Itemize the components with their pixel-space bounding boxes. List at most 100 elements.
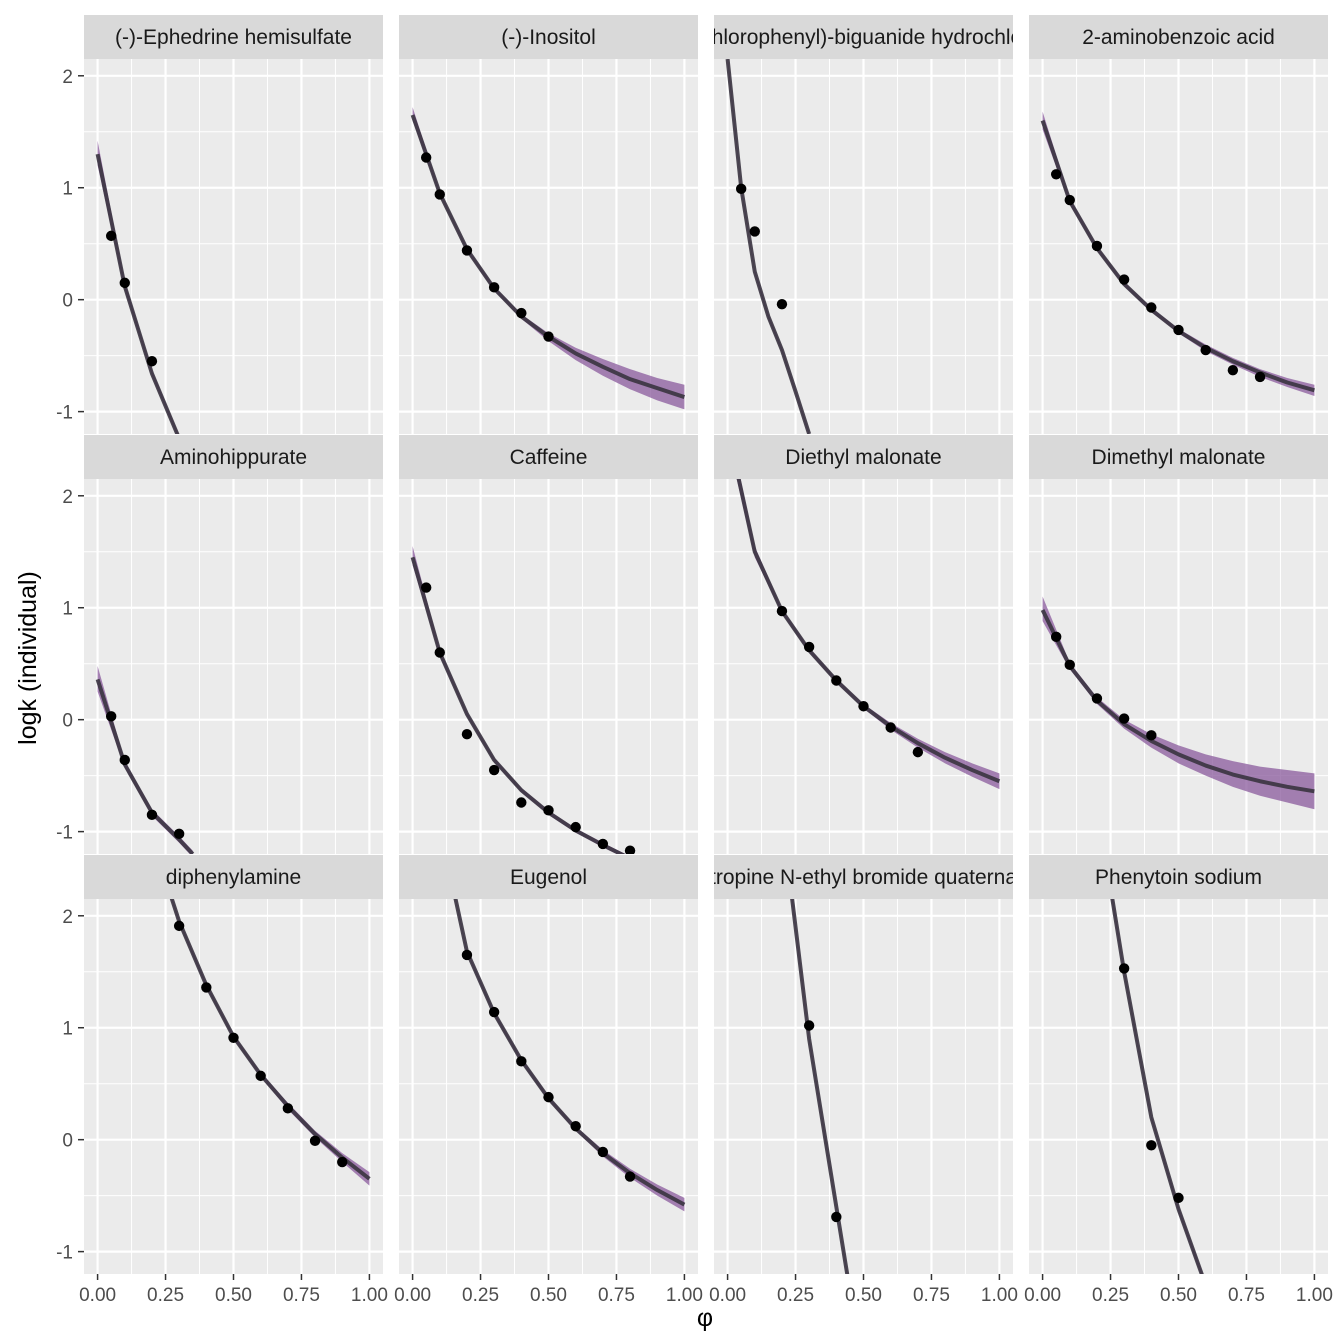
data-point xyxy=(337,1156,348,1168)
facet-strip xyxy=(714,855,1013,899)
data-point xyxy=(1254,371,1266,383)
gridlines xyxy=(1029,59,1328,434)
panel-data xyxy=(1040,111,1315,396)
data-point xyxy=(516,797,527,808)
gridlines xyxy=(84,59,383,434)
data-point xyxy=(105,230,117,242)
facet-strip xyxy=(714,15,1013,59)
data-point xyxy=(831,675,842,686)
x-tick-label: 0.00 xyxy=(79,1285,116,1306)
data-point xyxy=(173,920,185,932)
data-point xyxy=(516,1056,527,1067)
panel-data xyxy=(1110,899,1204,1274)
facet-panel: Homatropine N-ethyl bromide quaternary s… xyxy=(654,855,1073,1274)
facet-panel: diphenylamine xyxy=(84,855,383,1274)
facet-panel: Aminohippurate xyxy=(84,435,383,854)
facet-title: Eugenol xyxy=(510,866,587,889)
facet-strip xyxy=(1029,15,1328,59)
data-point xyxy=(776,298,788,310)
y-tick-label: -1 xyxy=(56,1243,73,1264)
data-point xyxy=(173,828,185,840)
facet-panel: (m-chlorophenyl)-biguanide hydrochloride xyxy=(670,15,1058,434)
data-point xyxy=(1050,631,1062,643)
facet-strip xyxy=(399,15,698,59)
facet-strip xyxy=(714,435,1013,479)
facet-title: 2-aminobenzoic acid xyxy=(1082,26,1275,49)
data-point xyxy=(803,1020,815,1031)
x-tick-label: 0.75 xyxy=(913,1285,950,1306)
facet-title: (-)-Ephedrine hemisulfate xyxy=(115,26,352,49)
data-point xyxy=(461,949,473,961)
data-point xyxy=(1118,963,1130,974)
data-point xyxy=(461,245,473,256)
data-point xyxy=(1118,713,1130,724)
data-point xyxy=(885,722,896,733)
data-point xyxy=(1118,274,1130,285)
facet-title: (m-chlorophenyl)-biguanide hydrochloride xyxy=(670,26,1058,49)
fit-line xyxy=(1040,609,1315,794)
panel-data xyxy=(95,665,195,854)
data-point xyxy=(119,754,130,766)
panel-data xyxy=(736,479,1001,790)
facet-strip xyxy=(399,435,698,479)
facet-strip xyxy=(84,855,383,899)
x-tick-label: 0.00 xyxy=(1024,1285,1061,1306)
data-point xyxy=(1200,344,1211,356)
facet-panel: 2-aminobenzoic acid xyxy=(1029,15,1328,434)
y-tick-label: 1 xyxy=(62,599,73,620)
facet-panel: Eugenol xyxy=(399,855,698,1274)
data-point xyxy=(1146,302,1157,313)
x-tick-label: 0.75 xyxy=(283,1285,320,1306)
panel-data xyxy=(410,546,636,854)
panel-data xyxy=(453,899,686,1212)
axes: -1 0 1 2 -1 0 1 2 -1 0 1 2 0.00 0.25 0.50 0.75 1.00 0.00 0… xyxy=(56,67,1333,1306)
data-point xyxy=(1064,194,1075,206)
fit-line xyxy=(1110,899,1204,1274)
x-tick-label: 0.25 xyxy=(777,1285,814,1306)
facet-title: Homatropine N-ethyl bromide quaternary s… xyxy=(654,866,1073,889)
y-tick-label: -1 xyxy=(56,823,73,844)
panel-data xyxy=(1040,596,1315,810)
data-point xyxy=(146,356,158,367)
gridlines xyxy=(399,479,698,854)
data-point xyxy=(858,701,869,712)
x-tick-label: 1.00 xyxy=(666,1285,703,1306)
facet-title: Caffeine xyxy=(510,446,588,469)
data-point xyxy=(597,1146,609,1158)
data-point xyxy=(119,277,130,289)
data-point xyxy=(1091,240,1103,252)
data-point xyxy=(1173,1192,1184,1204)
data-point xyxy=(488,1006,500,1018)
y-tick-label: 2 xyxy=(62,907,73,928)
facet-panel: Diethyl malonate xyxy=(714,435,1013,854)
x-axis-title: φ xyxy=(697,1304,713,1332)
facet-strip xyxy=(84,15,383,59)
x-tick-label: 0.75 xyxy=(1228,1285,1265,1306)
data-point xyxy=(543,331,554,342)
data-point xyxy=(488,764,500,776)
data-point xyxy=(488,282,500,293)
data-point xyxy=(831,1211,842,1223)
data-point xyxy=(597,838,609,850)
gridlines xyxy=(714,479,1013,854)
gridlines xyxy=(714,59,1013,434)
panel-data xyxy=(410,107,686,410)
data-point xyxy=(420,582,432,593)
data-point xyxy=(570,1121,581,1132)
data-point xyxy=(461,729,473,740)
data-point xyxy=(1050,169,1062,180)
x-tick-label: 0.50 xyxy=(215,1285,252,1306)
data-point xyxy=(434,647,445,658)
data-point xyxy=(1173,324,1184,336)
facet-title: Aminohippurate xyxy=(160,446,307,469)
data-point xyxy=(776,605,788,617)
y-tick-label: 2 xyxy=(62,67,73,88)
data-point xyxy=(434,189,445,200)
data-point xyxy=(201,982,212,993)
gridlines xyxy=(1029,899,1328,1274)
facet-title: Dimethyl malonate xyxy=(1092,446,1266,469)
y-tick-label: 1 xyxy=(62,179,73,200)
data-point xyxy=(624,1171,636,1182)
facet-title: Phenytoin sodium xyxy=(1095,866,1262,889)
